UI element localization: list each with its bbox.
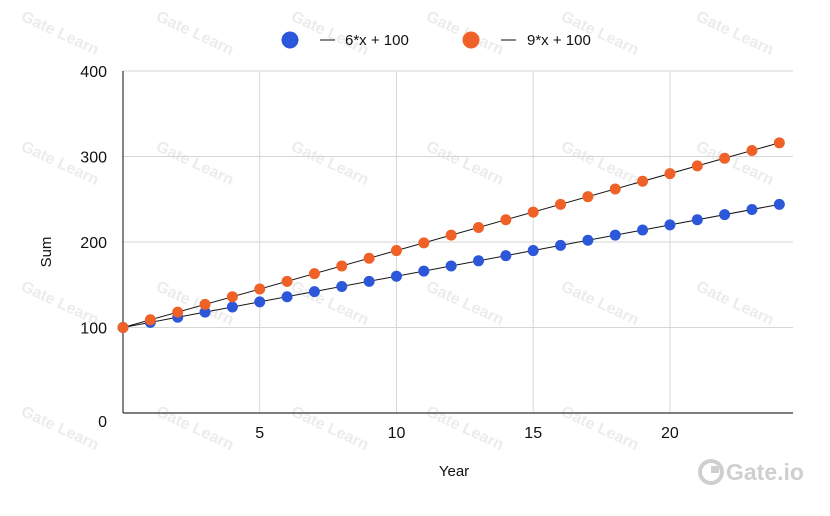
data-point-series-2[interactable] — [226, 291, 238, 303]
watermark-text: Gate Learn — [558, 403, 641, 454]
data-point-series-1[interactable] — [746, 204, 758, 216]
legend-marker-series-1 — [281, 31, 299, 49]
data-point-series-2[interactable] — [691, 160, 703, 172]
watermark-text: Gate Learn — [153, 8, 236, 59]
watermark-text: Gate Learn — [423, 403, 506, 454]
x-tick-label: 10 — [388, 425, 406, 442]
data-point-series-1[interactable] — [527, 245, 539, 257]
x-tick-label: 15 — [524, 425, 542, 442]
watermark-text: Gate Learn — [558, 278, 641, 329]
legend-item-series-2[interactable]: 9*x + 100 — [462, 31, 591, 50]
data-point-series-1[interactable] — [418, 265, 430, 277]
data-point-series-2[interactable] — [746, 145, 758, 157]
data-point-series-1[interactable] — [719, 209, 731, 221]
y-tick-label: 400 — [80, 64, 107, 81]
points-layer — [117, 137, 785, 333]
watermark-text: Gate Learn — [423, 278, 506, 329]
data-point-series-2[interactable] — [144, 314, 156, 326]
legend-label-series-1: 6*x + 100 — [345, 32, 409, 49]
watermark-text: Gate Learn — [18, 403, 101, 454]
watermark-text: Gate Learn — [288, 138, 371, 189]
watermark-layer: Gate Learn Gate Learn Gate Learn Gate Learn… — [18, 8, 776, 454]
watermark-text: Gate Learn — [153, 278, 236, 329]
data-point-series-2[interactable] — [773, 137, 785, 149]
data-point-series-2[interactable] — [172, 306, 184, 318]
data-point-series-2[interactable] — [637, 175, 649, 187]
data-point-series-2[interactable] — [199, 298, 211, 310]
watermark-text: Gate Learn — [288, 278, 371, 329]
grid-layer — [123, 70, 793, 413]
data-point-series-1[interactable] — [582, 234, 594, 246]
legend-item-series-1[interactable]: 6*x + 100 — [281, 31, 409, 50]
data-point-series-1[interactable] — [254, 296, 266, 308]
data-point-series-1[interactable] — [445, 260, 457, 272]
y-axis-label: Sum — [38, 237, 55, 268]
data-point-series-1[interactable] — [773, 198, 785, 210]
data-point-series-1[interactable] — [308, 286, 320, 298]
data-point-series-1[interactable] — [473, 255, 485, 267]
watermark-text: Gate Learn — [423, 8, 506, 59]
data-point-series-1[interactable] — [363, 275, 375, 287]
watermark-text: Gate Learn — [18, 8, 101, 59]
legend-marker-series-2 — [462, 31, 480, 49]
legend-label-series-2: 9*x + 100 — [527, 32, 591, 49]
axes-layer — [122, 71, 793, 414]
gate-logo-icon — [698, 459, 724, 485]
watermark-text: Gate Learn — [153, 403, 236, 454]
watermark-text: Gate Learn — [423, 138, 506, 189]
y-tick-label: 100 — [80, 321, 107, 338]
data-point-series-1[interactable] — [637, 224, 649, 236]
data-point-series-2[interactable] — [418, 237, 430, 249]
data-point-series-2[interactable] — [582, 191, 594, 203]
legend[interactable]: 6*x + 100 9*x + 100 — [281, 31, 591, 50]
data-point-series-2[interactable] — [555, 198, 567, 210]
data-point-series-1[interactable] — [281, 291, 293, 303]
data-point-series-2[interactable] — [473, 221, 485, 233]
data-point-series-1[interactable] — [336, 280, 348, 292]
data-point-series-2[interactable] — [719, 152, 731, 164]
x-axis-label: Year — [439, 463, 469, 480]
data-point-series-2[interactable] — [609, 183, 621, 195]
data-point-series-2[interactable] — [254, 283, 266, 295]
data-point-series-2[interactable] — [390, 245, 402, 257]
data-point-series-2[interactable] — [336, 260, 348, 272]
brand-logo: Gate.io — [698, 459, 804, 485]
tick-label-layer: 0 100 200 300 400 5 10 15 20 — [80, 64, 679, 442]
data-point-series-1[interactable] — [609, 229, 621, 241]
data-point-series-2[interactable] — [445, 229, 457, 241]
x-tick-label: 20 — [661, 425, 679, 442]
y-tick-label: 0 — [98, 414, 107, 431]
data-point-series-1[interactable] — [664, 219, 676, 231]
data-point-series-1[interactable] — [226, 301, 238, 313]
y-tick-label: 200 — [80, 235, 107, 252]
data-point-series-2[interactable] — [363, 252, 375, 264]
data-point-series-1[interactable] — [500, 250, 512, 262]
data-point-series-1[interactable] — [199, 306, 211, 318]
watermark-text: Gate Learn — [153, 138, 236, 189]
watermark-text: Gate Learn — [693, 278, 776, 329]
data-point-series-2[interactable] — [281, 275, 293, 287]
data-point-series-1[interactable] — [691, 214, 703, 226]
data-point-series-2[interactable] — [500, 214, 512, 226]
data-point-series-2[interactable] — [664, 168, 676, 180]
watermark-text: Gate Learn — [693, 8, 776, 59]
watermark-text: Gate Learn — [288, 403, 371, 454]
y-tick-label: 300 — [80, 150, 107, 167]
brand-logo-text: Gate.io — [726, 459, 804, 485]
x-tick-label: 5 — [255, 425, 264, 442]
data-point-series-1[interactable] — [390, 270, 402, 282]
data-point-series-2[interactable] — [117, 322, 129, 333]
watermark-text: Gate Learn — [558, 138, 641, 189]
data-point-series-2[interactable] — [527, 206, 539, 218]
data-point-series-2[interactable] — [308, 268, 320, 280]
data-point-series-1[interactable] — [555, 239, 567, 251]
